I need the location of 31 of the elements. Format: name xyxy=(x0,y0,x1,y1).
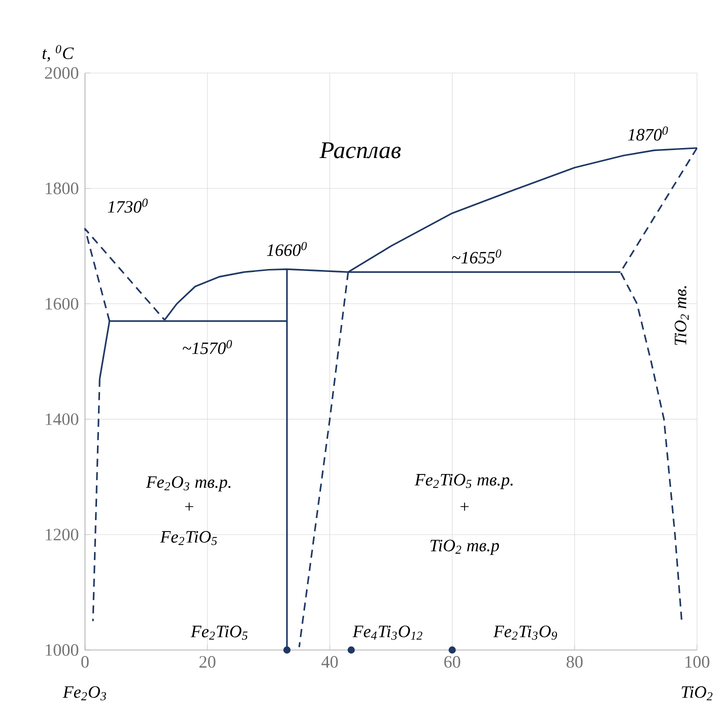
x-tick-label: 80 xyxy=(566,656,583,668)
y-tick-label: 1000 xyxy=(46,644,78,656)
annotation: Fe$_{2}$Ti$_{3}$O$_{9}$ xyxy=(493,626,558,640)
annotation: + xyxy=(185,502,194,511)
annotation: Fe$_{2}$TiO$_{5}$ xyxy=(190,626,248,640)
y-tick-label: 2000 xyxy=(45,67,78,79)
annotation: ~1655$^{0}$ xyxy=(452,249,502,264)
x-tick-label: 40 xyxy=(321,656,338,668)
annotation: Fe$_{2}$O$_{3}$ тв.р. xyxy=(146,476,230,492)
text: TiO$_{2}$ xyxy=(682,686,712,700)
text: Fe$_{2}$O$_{3}$ xyxy=(62,686,106,700)
annotation: ~1570$^{0}$ xyxy=(182,340,232,354)
y-tick-label: 1800 xyxy=(46,182,78,194)
annotation: 1870$^{0}$ xyxy=(628,126,668,141)
x-tick-label: 100 xyxy=(686,656,710,668)
annotation: + xyxy=(460,502,469,511)
y-axis-title: t, $^{0}$C xyxy=(42,45,74,62)
x-tick-label: 20 xyxy=(199,656,216,668)
annotation: TiO$_{2}$ тв.р xyxy=(430,540,499,555)
y-tick-label: 1600 xyxy=(46,298,78,310)
annotation: Расплав xyxy=(319,142,401,158)
annotation: 1660$^{0}$ xyxy=(266,242,307,256)
x-tick-label: 0 xyxy=(81,656,89,668)
annotation: Fe$_{2}$TiO$_{5}$ xyxy=(160,531,217,546)
x-tick-label: 60 xyxy=(444,656,460,668)
y-tick-label: 1400 xyxy=(46,413,78,426)
y-tick-label: 1200 xyxy=(46,528,78,540)
annotation: Fe$_{4}$Ti$_{3}$O$_{12}$ xyxy=(352,626,422,640)
annotation: Fe$_{2}$TiO$_{5}$ тв.р. xyxy=(414,474,513,490)
annotation: 1730$^{0}$ xyxy=(108,198,148,213)
annotation: TiO$_{2}$ тв. xyxy=(674,286,689,345)
